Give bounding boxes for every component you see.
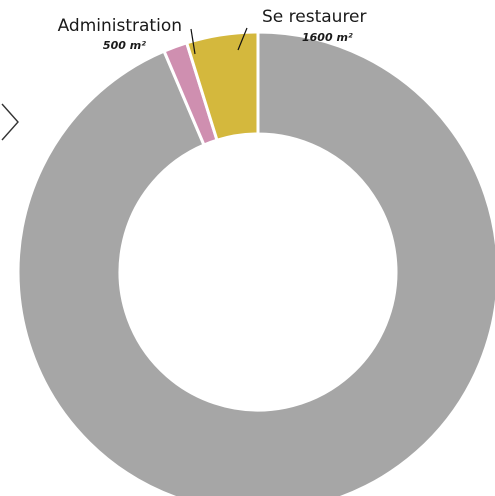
- slice-label-administration: Administration: [58, 16, 182, 36]
- slice-value-se-restaurer: 1600 m²: [302, 31, 353, 44]
- slice-value-administration: 500 m²: [103, 39, 146, 52]
- leader-line-administration: [190, 28, 196, 55]
- leader-line-se-restaurer: [237, 27, 248, 51]
- donut-slice-se-restaurer: [185, 30, 260, 142]
- donut-slice-other: [16, 30, 495, 496]
- slice-label-se-restaurer: Se restaurer: [262, 7, 367, 27]
- chevron-right-icon[interactable]: [1, 103, 19, 141]
